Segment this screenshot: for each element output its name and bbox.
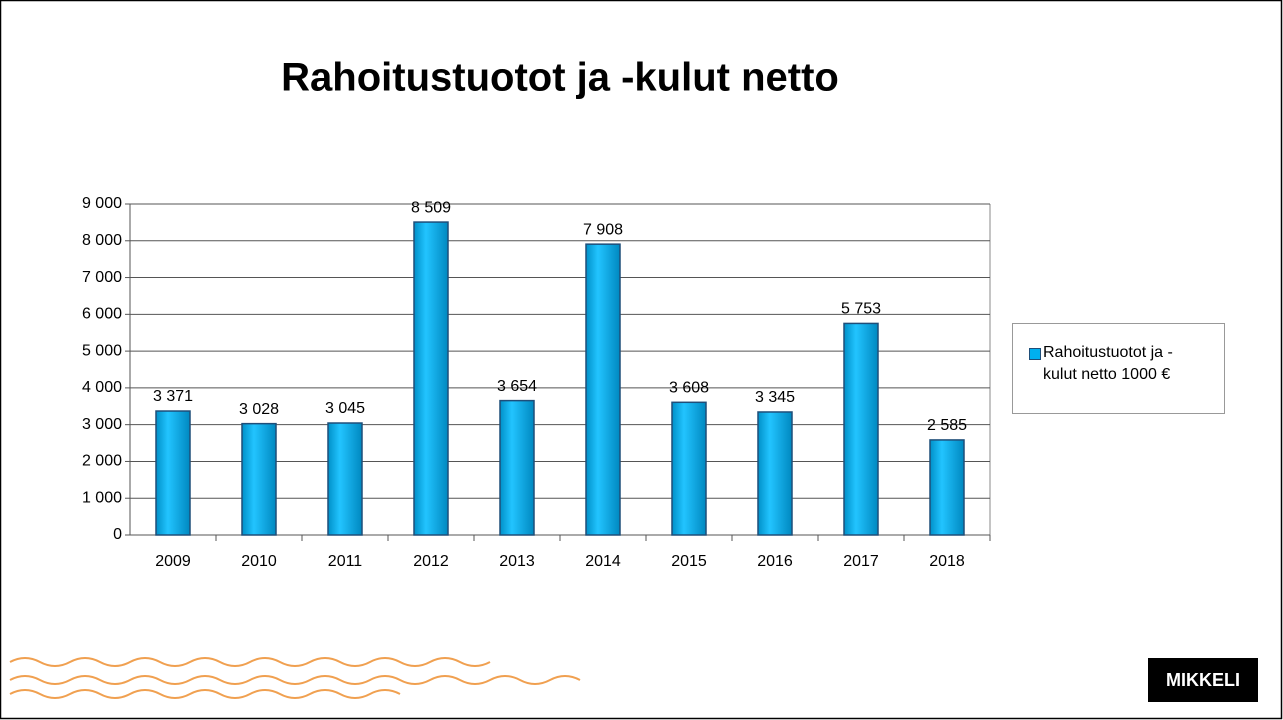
y-tick-label: 7 000	[82, 269, 122, 286]
data-label: 3 345	[755, 389, 795, 406]
x-tick-label: 2016	[757, 553, 793, 570]
logo: MIKKELI	[1166, 670, 1240, 690]
x-tick-label: 2010	[241, 553, 277, 570]
x-tick-label: 2011	[328, 553, 363, 570]
x-tick-label: 2012	[413, 553, 449, 570]
bar	[499, 399, 535, 536]
bar	[585, 243, 621, 536]
y-tick-label: 1 000	[82, 489, 122, 506]
logo-box	[1148, 658, 1258, 702]
y-tick-label: 8 000	[82, 232, 122, 249]
x-tick-label: 2015	[671, 553, 707, 570]
x-tick-label: 2018	[929, 553, 965, 570]
legend: Rahoitustuotot ja -kulut netto 1000 €	[1012, 323, 1225, 414]
data-label: 3 608	[669, 380, 709, 397]
bar	[671, 401, 707, 536]
x-tick-label: 2014	[585, 553, 621, 570]
bar	[843, 322, 879, 536]
data-label: 2 585	[927, 417, 967, 434]
data-label: 3 028	[239, 401, 279, 418]
y-tick-label: 9 000	[82, 195, 122, 212]
legend-label: Rahoitustuotot ja -kulut netto 1000 €	[1043, 344, 1173, 383]
data-label: 7 908	[583, 221, 623, 238]
bar	[413, 221, 449, 536]
y-tick-label: 2 000	[82, 453, 122, 470]
y-tick-label: 5 000	[82, 342, 122, 359]
bar	[929, 439, 965, 536]
bar	[327, 422, 363, 536]
x-tick-label: 2013	[499, 553, 535, 570]
decoration-waves	[9, 657, 581, 699]
x-tick-label: 2017	[843, 553, 879, 570]
data-label: 3 654	[497, 378, 537, 395]
bar	[155, 410, 191, 536]
bar	[241, 422, 277, 536]
y-tick-label: 3 000	[82, 416, 122, 433]
x-tick-label: 2009	[155, 553, 191, 570]
legend-swatch	[1029, 348, 1041, 360]
chart-title: Rahoitustuotot ja -kulut netto	[281, 56, 839, 100]
y-tick-label: 4 000	[82, 379, 122, 396]
data-label: 8 509	[411, 199, 451, 216]
data-label: 5 753	[841, 301, 881, 318]
bar	[757, 411, 793, 536]
y-tick-label: 6 000	[82, 306, 122, 323]
y-tick-label: 0	[113, 526, 122, 543]
data-label: 3 045	[325, 400, 365, 417]
data-label: 3 371	[153, 388, 193, 405]
